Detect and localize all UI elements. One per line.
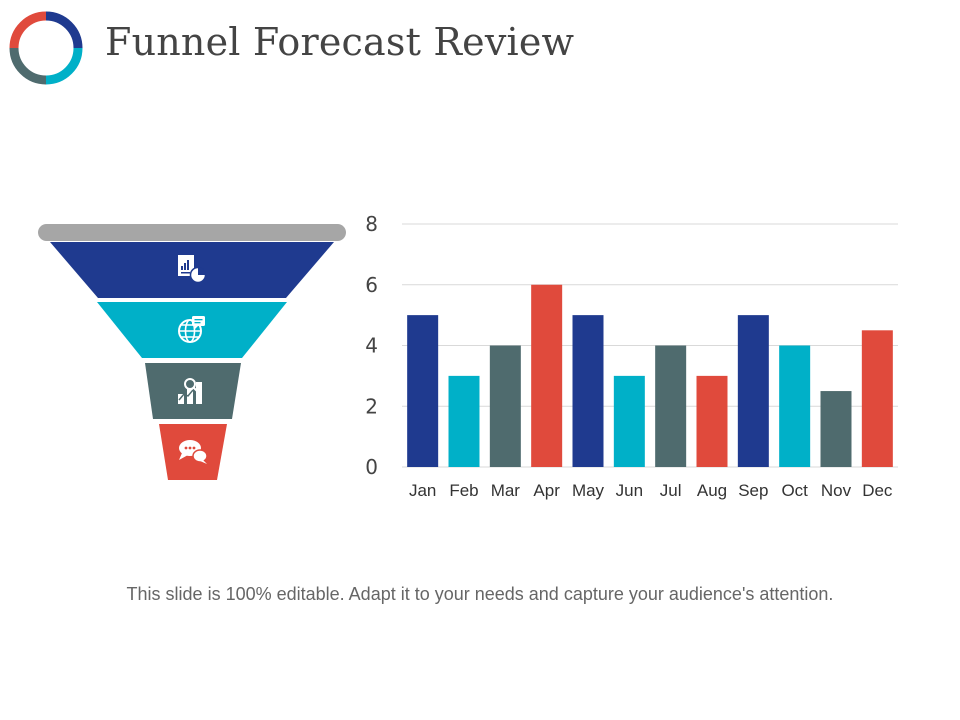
speech-bubbles-icon <box>179 440 208 464</box>
funnel-rim <box>38 224 346 241</box>
bar-jun <box>613 375 645 467</box>
bar-aug <box>696 375 728 467</box>
y-axis-ticks: 0 2 4 6 8 <box>365 212 378 479</box>
funnel-stage-2 <box>97 302 287 358</box>
x-tick-label: Aug <box>697 481 727 500</box>
bar-apr <box>531 284 563 467</box>
y-tick-label: 8 <box>365 212 378 236</box>
page-title: Funnel Forecast Review <box>105 20 575 64</box>
x-tick-label: Nov <box>821 481 852 500</box>
x-tick-label: Jan <box>409 481 436 500</box>
y-tick-label: 6 <box>365 273 378 297</box>
x-tick-label: Mar <box>491 481 521 500</box>
gridlines <box>402 223 898 468</box>
bar-dec <box>861 330 893 467</box>
slide-caption: This slide is 100% editable. Adapt it to… <box>126 584 834 604</box>
x-tick-label: Jul <box>660 481 682 500</box>
y-tick-label: 2 <box>365 394 378 418</box>
x-axis-ticks: Jan Feb Mar Apr May Jun Jul Aug Sep Oct Nov Dec <box>409 481 893 500</box>
bar-mar <box>489 345 521 467</box>
x-tick-label: Apr <box>533 481 560 500</box>
y-tick-label: 0 <box>365 455 378 479</box>
x-tick-label: Oct <box>781 481 808 500</box>
x-tick-label: Jun <box>616 481 643 500</box>
bar-chart: 0 2 4 6 8 Jan Feb Mar Apr May Jun Jul Aug Sep Oct Nov D… <box>365 212 898 500</box>
bar-feb <box>448 375 480 467</box>
bar-sep <box>737 315 769 467</box>
x-tick-label: May <box>572 481 605 500</box>
y-tick-label: 4 <box>365 334 378 358</box>
bars <box>407 284 893 467</box>
bar-jan <box>407 315 439 467</box>
donut-ring-icon <box>9 11 83 85</box>
bar-jul <box>655 345 687 467</box>
bar-nov <box>820 391 852 467</box>
x-tick-label: Sep <box>738 481 768 500</box>
x-tick-label: Feb <box>449 481 478 500</box>
growth-chart-icon <box>178 378 202 404</box>
bar-may <box>572 315 604 467</box>
globe-chat-icon <box>178 316 205 343</box>
bar-oct <box>779 345 811 467</box>
funnel-graphic <box>38 224 346 480</box>
report-chart-icon <box>178 255 207 284</box>
x-tick-label: Dec <box>862 481 893 500</box>
